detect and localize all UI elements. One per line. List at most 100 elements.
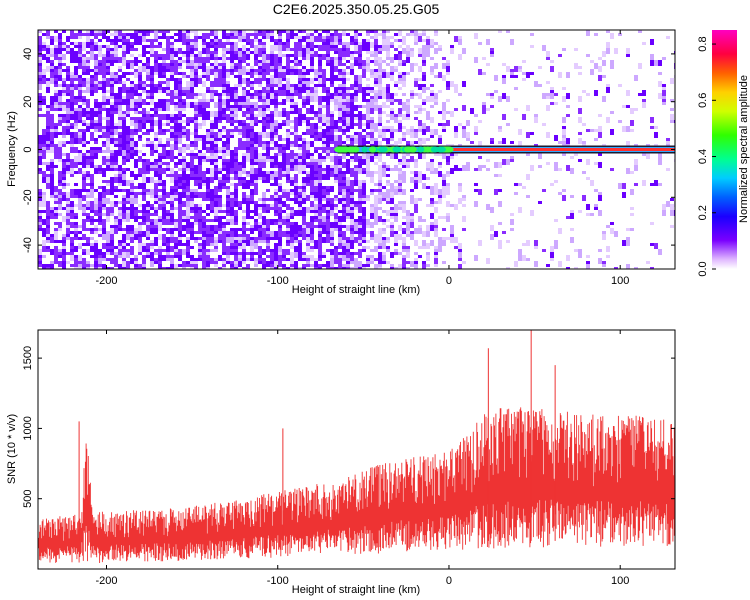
spectrogram-cell [138, 243, 142, 246]
spectrogram-cell [310, 123, 314, 126]
spectrogram-cell [162, 255, 166, 261]
spectrogram-cell [186, 210, 190, 216]
spectrogram-cell [114, 126, 118, 129]
spectrogram-cell [326, 249, 330, 252]
spectrogram-cell [58, 48, 62, 54]
spectrogram-cell [134, 108, 138, 111]
spectrogram-cell [326, 216, 330, 219]
spectrogram-cell [154, 198, 158, 201]
spectrogram-cell [186, 255, 190, 258]
spectrogram-cell [166, 54, 170, 60]
spectrogram-cell [294, 141, 298, 147]
spectrogram-cell [210, 54, 214, 60]
spectrogram-cell [474, 183, 478, 186]
spectrogram-cell [286, 222, 290, 225]
spectrogram-cell [302, 57, 306, 60]
spectrogram-cell [290, 102, 294, 105]
spectrogram-cell [90, 264, 94, 267]
spectrogram-cell [330, 186, 334, 192]
spectrogram-cell [394, 54, 398, 60]
spectrogram-cell [110, 240, 114, 246]
spectrogram-cell [210, 237, 214, 243]
spectrogram-cell [214, 261, 218, 264]
spectrogram-cell [406, 234, 410, 237]
spectrogram-cell [122, 189, 126, 192]
spectrogram-cell [58, 42, 62, 45]
spectrogram-cell [266, 189, 270, 192]
spectrogram-cell [202, 81, 206, 87]
spectrogram-cell [338, 231, 342, 234]
spectrogram-cell [230, 261, 234, 264]
spectrogram-cell [154, 138, 158, 141]
spectrogram-cell [178, 66, 182, 69]
spectrogram-cell [46, 84, 50, 87]
spectrogram-cell [342, 72, 346, 75]
spectrogram-cell [434, 225, 438, 228]
spectrogram-cell [458, 168, 462, 171]
spectrogram-cell [414, 30, 418, 36]
spectrogram-cell [402, 126, 406, 129]
spectrogram-cell [258, 213, 262, 216]
spectrogram-cell [182, 243, 186, 246]
spectrogram-cell [366, 195, 370, 198]
spectrogram-cell [58, 240, 62, 243]
spectrogram-cell [222, 99, 226, 102]
spectrogram-cell [106, 267, 110, 269]
spectrogram-cell [106, 231, 110, 237]
spectrogram-cell [394, 93, 398, 96]
spectrogram-cell [434, 228, 438, 231]
spectrogram-cell [238, 36, 242, 42]
spectrogram-cell [78, 33, 82, 36]
spectrogram-cell [66, 141, 70, 144]
spectrogram-cell [246, 138, 250, 141]
spectrogram-cell [130, 132, 134, 135]
spectrogram-cell [306, 234, 310, 237]
spectrogram-cell [330, 228, 334, 231]
spectrogram-cell [270, 84, 274, 87]
spectrogram-cell [226, 189, 230, 195]
spectrogram-cell [322, 219, 326, 222]
spectrogram-cell [262, 33, 266, 36]
spectrogram-cell [54, 132, 58, 138]
spectrogram-cell [38, 69, 42, 72]
spectrogram-cell [366, 240, 370, 243]
spectrogram-cell [498, 96, 502, 102]
spectrogram-cell [190, 246, 194, 249]
spectrogram-cell [46, 144, 50, 147]
spectrogram-cell [154, 231, 158, 234]
spectrogram-cell [218, 207, 222, 210]
spectrogram-cell [258, 60, 262, 63]
spectrogram-cell [282, 30, 286, 33]
spectrogram-cell [194, 267, 198, 269]
spectrogram-cell [114, 189, 118, 192]
spectrogram-cell [314, 174, 318, 177]
spectrogram-cell [250, 156, 254, 159]
spectrogram-cell [226, 135, 230, 138]
spectrogram-cell [82, 48, 86, 51]
spectrogram-cell [390, 57, 394, 63]
spectrogram-cell [78, 120, 82, 123]
spectrogram-cell [114, 219, 118, 222]
spectrogram-cell [250, 51, 254, 54]
spectrogram-cell [70, 213, 74, 216]
spectrogram-cell [94, 36, 98, 39]
spectrogram-cell [310, 78, 314, 84]
spectrogram-cell [414, 252, 418, 255]
spectrogram-cell [406, 33, 410, 36]
spectrogram-cell [202, 63, 206, 66]
spectrogram-cell [150, 246, 154, 249]
spectrogram-cell [250, 147, 254, 150]
spectrogram-cell [42, 240, 46, 246]
spectrogram-cell [74, 147, 78, 153]
spectrogram-cell [86, 36, 90, 42]
spectrogram-cell [350, 135, 354, 138]
spectrogram-cell [234, 33, 238, 36]
spectrogram-cell [266, 147, 270, 150]
spectrogram-cell [326, 138, 330, 141]
spectrogram-cell [106, 258, 110, 261]
spectrogram-cell [454, 153, 458, 156]
spectrogram-cell [142, 222, 146, 225]
spectrogram-cell [266, 156, 270, 159]
spectrogram-cell [266, 114, 270, 117]
spectrogram-cell [342, 264, 346, 267]
